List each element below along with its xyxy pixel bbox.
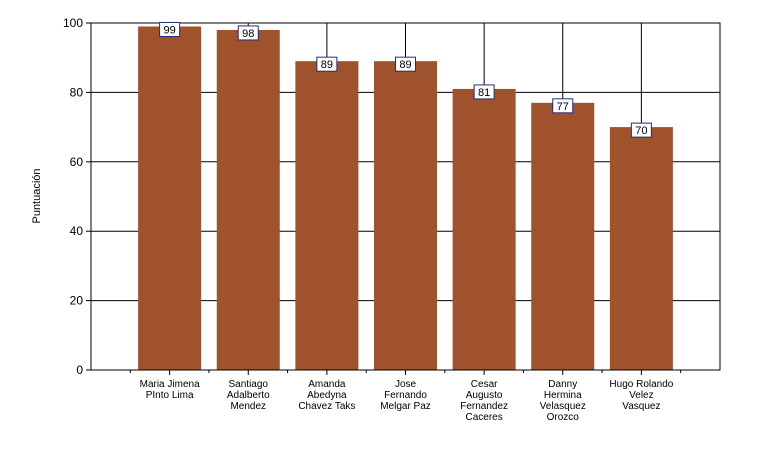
x-tick-label: Amanda Abedyna Chavez Taks: [298, 379, 355, 412]
x-tick-label-line: Mendez: [230, 401, 266, 412]
y-tick-label: 80: [70, 85, 84, 99]
y-tick-labels: 0 20 40 60 80 100: [63, 16, 83, 377]
x-tick-label-line: PInto Lima: [146, 390, 194, 401]
y-tick-label: 40: [70, 224, 84, 238]
x-tick-label-line: Chavez Taks: [298, 401, 355, 412]
x-tick-label: Danny Hermina Velasquez Orozco: [540, 379, 586, 423]
bar: [609, 127, 673, 370]
data-label-box: [473, 84, 495, 100]
data-label-group: 81: [473, 84, 495, 100]
data-label: 81: [478, 87, 490, 99]
y-tick-label: 60: [70, 155, 84, 169]
x-tick-label-line: Jose: [395, 379, 417, 390]
x-tick-label-line: Fernando: [384, 390, 427, 401]
data-label: 70: [635, 125, 647, 137]
data-label: 89: [399, 59, 411, 71]
data-label-box: [395, 56, 416, 72]
x-tick-label-line: Danny: [548, 379, 577, 390]
bar: [452, 88, 516, 371]
x-tick-label: Jose Fernando Melgar Paz: [380, 379, 431, 412]
x-tick-label-line: Caceres: [466, 412, 503, 423]
axes: [86, 22, 721, 375]
x-tick-label-line: Hermina: [544, 390, 582, 401]
bar: [374, 61, 437, 371]
x-tick-label-line: Maria Jimena: [140, 379, 200, 390]
data-label: 99: [164, 24, 176, 36]
x-tick-label: Santiago Adalberto Mendez: [227, 379, 270, 412]
y-tick-label: 0: [76, 363, 83, 377]
x-tick-label-line: Santiago: [229, 379, 269, 390]
bars: [138, 26, 673, 371]
x-tick-label-line: Velez: [629, 390, 653, 401]
x-tick-label-line: Orozco: [547, 412, 580, 423]
data-label-group: 77: [552, 98, 574, 114]
bar: [216, 29, 280, 370]
x-tick-label-line: Fernandez: [460, 401, 508, 412]
x-tick-label-line: Velasquez: [540, 401, 586, 412]
data-labels: 99 98 89 89 81 77 70: [159, 21, 652, 138]
data-label-group: 99: [159, 21, 181, 37]
data-label: 89: [321, 59, 333, 71]
x-tick-label: Hugo Rolando Velez Vasquez: [609, 379, 673, 412]
data-label-group: 98: [237, 25, 259, 41]
x-tick-label-line: Abedyna: [307, 390, 347, 401]
data-label-box: [316, 56, 338, 72]
y-axis-label: Puntuación: [31, 168, 43, 223]
bar: [531, 102, 595, 370]
data-label-box: [630, 122, 652, 138]
x-tick-label-line: Adalberto: [227, 390, 270, 401]
x-tick-label-line: Hugo Rolando: [609, 379, 673, 390]
x-tick-label: Cesar Augusto Fernandez Caceres: [460, 379, 508, 423]
x-tick-label-line: Augusto: [466, 390, 503, 401]
data-label-box: [552, 98, 574, 114]
bar: [138, 26, 202, 370]
data-label: 98: [242, 28, 254, 40]
x-tick-label-line: Melgar Paz: [380, 401, 431, 412]
x-tick-label-line: Vasquez: [622, 401, 660, 412]
x-tick-label-line: Amanda: [308, 379, 346, 390]
bar: [295, 61, 359, 371]
y-tick-label: 100: [63, 16, 83, 30]
data-label-group: 89: [316, 56, 338, 72]
data-label-group: 89: [395, 56, 416, 72]
x-tick-label: Maria Jimena PInto Lima: [140, 379, 200, 401]
y-tick-label: 20: [70, 294, 84, 308]
data-label-box: [237, 25, 259, 41]
data-label: 77: [557, 101, 569, 113]
data-label-box: [159, 21, 181, 37]
data-label-group: 70: [630, 122, 652, 138]
x-tick-label-line: Cesar: [471, 379, 498, 390]
plot-border: [90, 22, 721, 371]
